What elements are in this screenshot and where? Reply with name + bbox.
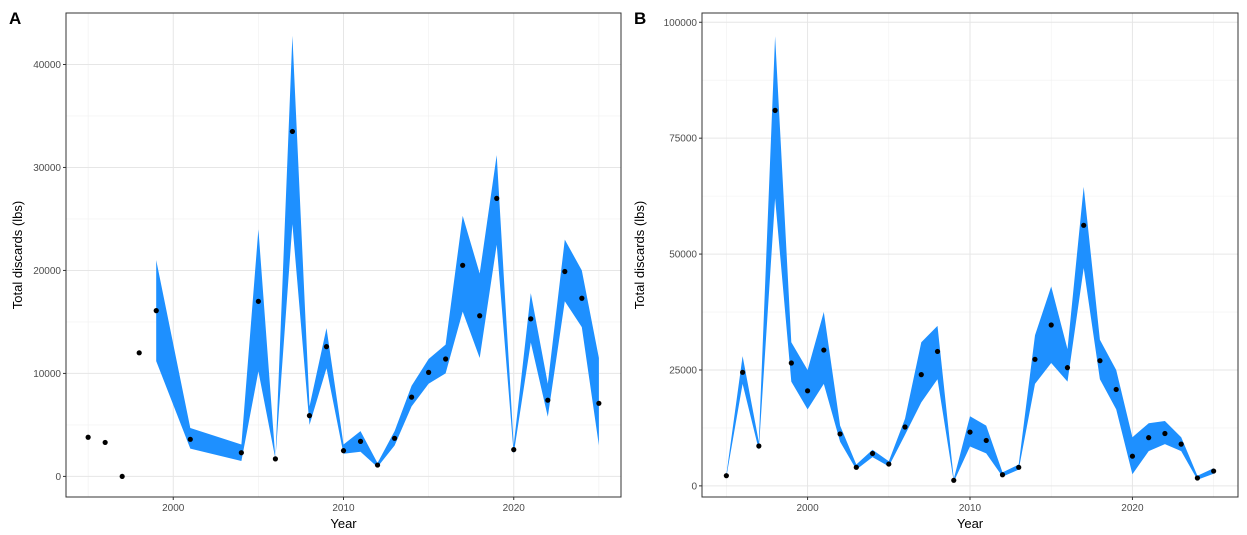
- data-point: [545, 397, 551, 403]
- data-point: [1032, 356, 1038, 362]
- data-point: [1211, 468, 1217, 474]
- y-tick-label: 75000: [669, 134, 697, 145]
- data-point: [85, 434, 91, 440]
- x-axis-title: Year: [330, 516, 357, 531]
- data-point: [740, 369, 746, 375]
- data-point: [1064, 365, 1071, 371]
- data-point: [238, 450, 244, 456]
- y-axis-title: Total discards (lbs): [632, 201, 647, 309]
- data-point: [136, 350, 142, 356]
- y-tick-label: 40000: [33, 60, 61, 71]
- data-point: [723, 473, 729, 479]
- confidence-band: [156, 35, 599, 468]
- y-tick-label: 30000: [33, 163, 61, 174]
- panel-letter: A: [9, 9, 21, 28]
- x-tick-label: 2010: [959, 503, 982, 514]
- x-tick-label: 2000: [796, 503, 819, 514]
- x-tick-label: 2000: [162, 503, 185, 514]
- y-tick-label: 10000: [33, 369, 61, 380]
- data-point: [934, 348, 941, 355]
- data-point: [983, 437, 989, 444]
- data-point: [357, 438, 364, 444]
- x-tick-label: 2020: [503, 503, 526, 514]
- data-point: [1113, 386, 1119, 393]
- y-axis-title: Total discards (lbs): [10, 201, 25, 309]
- data-point: [1016, 464, 1022, 470]
- data-point: [187, 436, 193, 442]
- data-point: [596, 400, 602, 406]
- data-point: [886, 461, 892, 467]
- data-point: [772, 107, 778, 113]
- data-point: [426, 369, 432, 375]
- data-point: [306, 413, 313, 419]
- data-point: [1048, 322, 1054, 328]
- data-point: [1129, 453, 1136, 459]
- confidence-band: [726, 36, 1214, 482]
- data-point: [408, 394, 415, 400]
- data-point: [853, 464, 859, 470]
- data-point: [1194, 475, 1200, 481]
- data-point: [756, 443, 762, 449]
- data-point: [460, 262, 466, 268]
- data-point: [272, 456, 279, 462]
- data-point: [374, 462, 381, 468]
- y-tick-label: 100000: [664, 18, 698, 29]
- data-point: [1081, 222, 1087, 228]
- data-point: [391, 435, 398, 441]
- y-tick-label: 0: [691, 481, 697, 492]
- panel-a: 2000 2010 2020 0 10000 20000 30000 40000 Year Tot…: [9, 9, 622, 531]
- data-point: [102, 439, 108, 446]
- data-point: [967, 429, 973, 435]
- data-point: [340, 448, 347, 454]
- data-point: [918, 372, 924, 378]
- data-point: [804, 388, 811, 394]
- data-point: [999, 472, 1006, 478]
- data-point: [1162, 430, 1168, 437]
- y-tick-label: 20000: [33, 266, 61, 277]
- data-point: [562, 268, 568, 275]
- data-point: [821, 347, 827, 353]
- data-point: [951, 477, 957, 483]
- y-tick-label: 50000: [669, 250, 697, 261]
- data-point: [443, 356, 449, 362]
- x-tick-label: 2010: [332, 503, 355, 514]
- data-point: [119, 473, 125, 480]
- y-tick-label: 0: [55, 472, 61, 483]
- data-point: [902, 424, 908, 430]
- data-point: [837, 431, 843, 437]
- y-tick-label: 25000: [669, 365, 697, 376]
- data-point: [477, 313, 483, 319]
- data-point: [289, 128, 296, 135]
- data-point: [1178, 441, 1184, 447]
- data-point: [869, 450, 876, 457]
- panel-b: 2000 2010 2020 0 25000 50000 75000 100000 Year To…: [632, 9, 1239, 531]
- data-point: [153, 308, 159, 314]
- data-point: [1097, 358, 1103, 364]
- data-point: [528, 316, 534, 322]
- data-point: [511, 447, 517, 453]
- data-point: [788, 360, 794, 366]
- x-tick-label: 2020: [1121, 503, 1144, 514]
- data-point: [1146, 435, 1152, 441]
- data-point: [579, 295, 585, 301]
- panel-letter: B: [634, 9, 646, 28]
- x-axis-title: Year: [957, 516, 984, 531]
- data-point: [323, 344, 330, 350]
- data-point: [255, 298, 261, 304]
- data-point: [494, 195, 500, 201]
